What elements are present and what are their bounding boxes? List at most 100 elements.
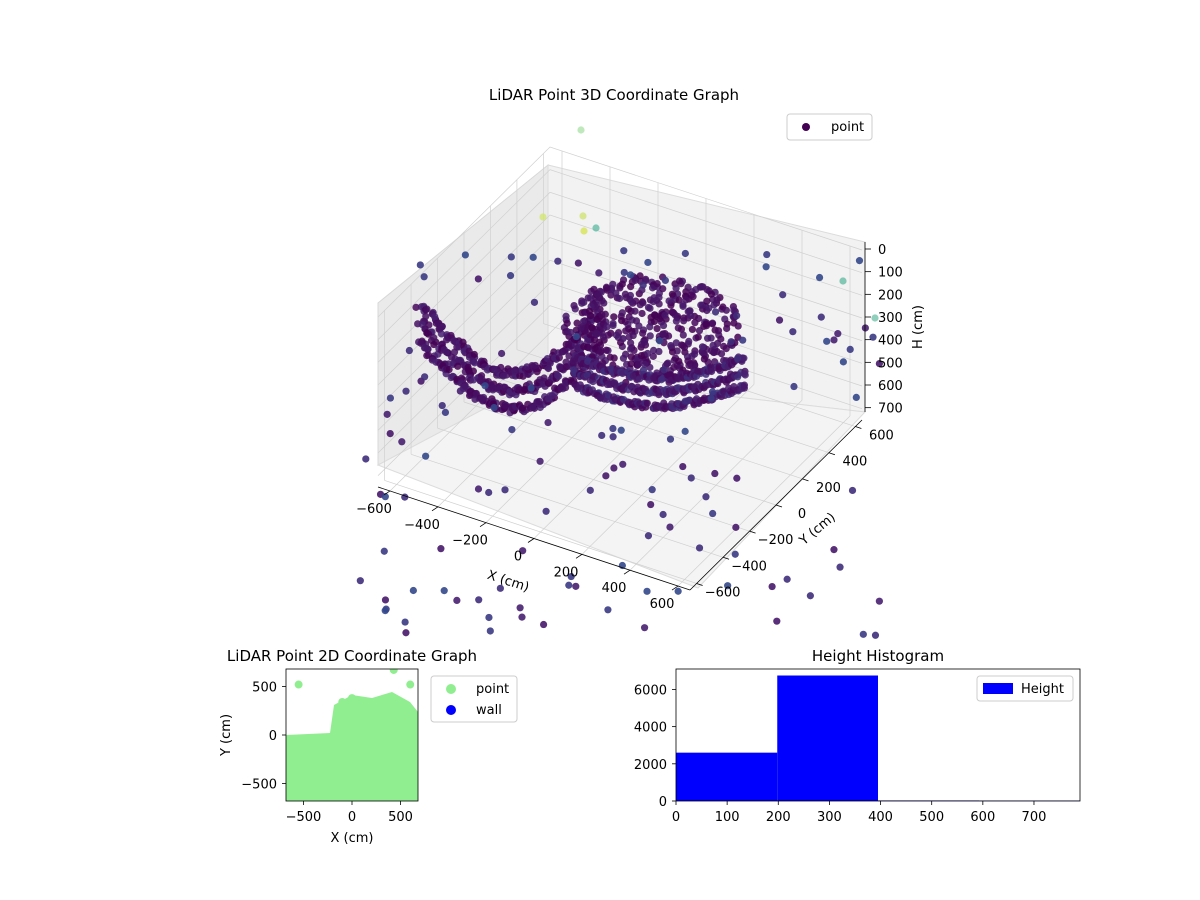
point-3d bbox=[499, 372, 507, 380]
point-3d bbox=[639, 329, 647, 337]
ticks-histogram: 0 100 200 300 400 500 600 700 0 2000 4000 6000 bbox=[634, 683, 1046, 825]
point-3d bbox=[586, 294, 595, 302]
point-3d bbox=[684, 283, 692, 291]
point-3d bbox=[598, 311, 606, 319]
point-3d bbox=[580, 227, 588, 235]
point-3d bbox=[741, 371, 749, 379]
point-3d bbox=[539, 620, 548, 629]
point-3d bbox=[603, 323, 611, 331]
x-tick-label-2d: −500 bbox=[286, 810, 322, 825]
point-3d bbox=[501, 486, 509, 494]
point-3d bbox=[711, 308, 720, 316]
point-3d bbox=[695, 544, 704, 552]
y-tick-mark bbox=[775, 504, 783, 508]
point-3d bbox=[675, 357, 683, 365]
point-3d bbox=[679, 331, 687, 339]
point-3d bbox=[668, 290, 677, 298]
point-3d bbox=[527, 384, 535, 392]
point-3d bbox=[702, 320, 710, 328]
point-3d bbox=[871, 314, 879, 322]
z-tick-label: 100 bbox=[878, 266, 903, 281]
x-ticks-3d: −600 −400 −200 0 200 400 600 bbox=[356, 490, 679, 612]
point-3d bbox=[540, 374, 548, 382]
grid-line bbox=[629, 399, 803, 571]
point-3d bbox=[380, 547, 388, 555]
point-3d bbox=[619, 460, 627, 468]
point-3d bbox=[565, 581, 573, 589]
point-3d bbox=[815, 273, 824, 282]
y-tick-label-2d: 500 bbox=[252, 680, 277, 695]
point-3d bbox=[544, 418, 552, 427]
point-3d bbox=[558, 348, 566, 356]
point-3d bbox=[875, 597, 883, 605]
grid-line bbox=[377, 237, 863, 408]
point-3d bbox=[572, 332, 580, 341]
point-3d bbox=[381, 607, 389, 615]
point-3d bbox=[768, 582, 776, 591]
point-3d bbox=[465, 367, 473, 375]
point-3d bbox=[639, 366, 648, 374]
point-3d bbox=[762, 263, 770, 271]
x-tick-label-hist: 200 bbox=[766, 810, 791, 825]
point-3d bbox=[703, 297, 711, 305]
point-3d bbox=[602, 472, 610, 480]
point-3d bbox=[644, 258, 652, 267]
point-cloud-3d bbox=[356, 126, 883, 639]
point-3d bbox=[639, 281, 647, 289]
point-3d bbox=[724, 582, 732, 590]
point-3d bbox=[679, 301, 687, 309]
point-3d bbox=[381, 493, 389, 501]
point-2d bbox=[362, 699, 371, 708]
z-tick-label: 600 bbox=[878, 379, 903, 394]
legend-3d-label: point bbox=[831, 120, 864, 135]
point-3d bbox=[709, 509, 717, 518]
point-3d bbox=[604, 606, 612, 614]
x-tick-label-2d: 500 bbox=[388, 810, 413, 825]
point-3d bbox=[506, 272, 515, 280]
legend-histogram: Height bbox=[976, 675, 1074, 702]
x-tick-label: 600 bbox=[650, 597, 675, 612]
point-3d bbox=[779, 291, 787, 299]
point-2d bbox=[406, 779, 415, 788]
point-3d bbox=[705, 304, 713, 312]
point-3d bbox=[730, 306, 738, 314]
point-3d bbox=[421, 373, 429, 381]
point-3d bbox=[689, 293, 697, 301]
point-3d bbox=[733, 354, 742, 363]
point-3d bbox=[627, 360, 635, 368]
point-3d bbox=[592, 224, 600, 232]
y-tick-label: −600 bbox=[705, 585, 741, 600]
x-tick-label: −600 bbox=[356, 502, 392, 517]
point-3d bbox=[624, 305, 633, 313]
grid-line bbox=[377, 259, 863, 431]
y-tick-mark bbox=[855, 426, 862, 429]
point-3d bbox=[627, 339, 635, 347]
y-tick-mark bbox=[749, 530, 756, 534]
point-3d bbox=[402, 629, 410, 637]
point-3d bbox=[672, 317, 680, 325]
y-axis-label-2d: Y (cm) bbox=[219, 714, 234, 757]
point-3d bbox=[618, 317, 626, 325]
point-3d bbox=[641, 360, 649, 369]
point-3d bbox=[563, 319, 571, 327]
point-3d bbox=[531, 361, 539, 370]
point-3d bbox=[846, 345, 854, 354]
point-3d bbox=[529, 253, 537, 261]
point-3d bbox=[627, 298, 636, 306]
point-3d bbox=[672, 339, 680, 347]
point-3d bbox=[481, 382, 489, 390]
point-3d bbox=[731, 550, 739, 558]
point-3d bbox=[739, 336, 747, 344]
point-3d bbox=[501, 403, 509, 411]
point-3d bbox=[674, 587, 682, 595]
point-3d bbox=[518, 613, 526, 621]
x-tick-label: 0 bbox=[514, 550, 522, 565]
point-3d bbox=[646, 332, 654, 340]
z-tick-label: 500 bbox=[878, 356, 903, 371]
point-3d bbox=[710, 301, 718, 309]
point-3d bbox=[454, 362, 462, 370]
point-3d bbox=[621, 290, 629, 298]
legend-2d-point-marker bbox=[446, 684, 456, 694]
point-3d bbox=[471, 395, 479, 403]
point-3d bbox=[643, 587, 651, 595]
